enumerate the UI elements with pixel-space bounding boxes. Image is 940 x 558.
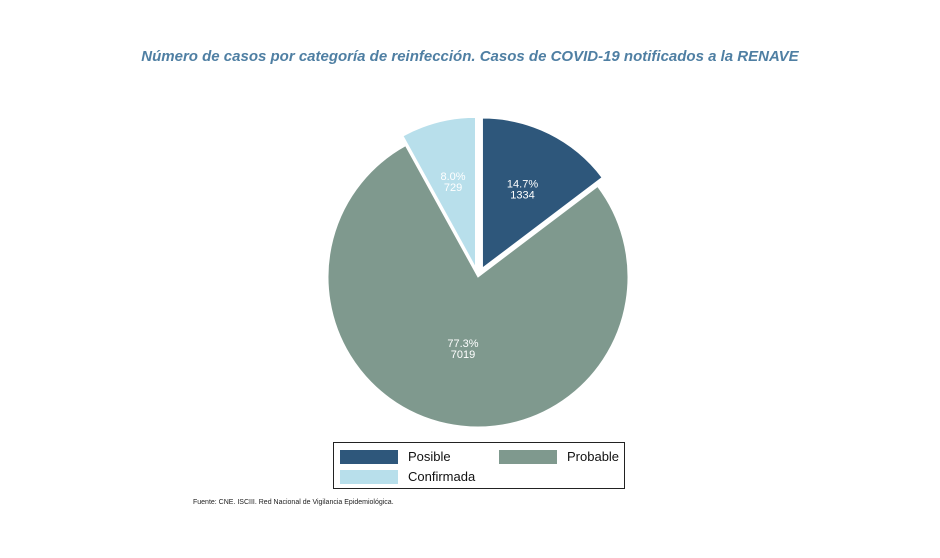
chart-legend: Posible Probable Confirmada	[333, 442, 625, 489]
slice-value-label-posible: 1334	[510, 189, 534, 201]
legend-label-confirmada: Confirmada	[408, 469, 476, 484]
legend-swatch-probable	[499, 449, 557, 464]
slice-value-label-confirmada: 729	[444, 182, 462, 194]
slice-percent-label-posible: 14.7%	[507, 178, 538, 190]
legend-item-probable: Probable	[499, 449, 619, 464]
legend-label-posible: Posible	[408, 449, 451, 464]
legend-item-posible: Posible	[340, 449, 451, 464]
legend-item-confirmada: Confirmada	[340, 469, 475, 484]
legend-swatch-posible	[340, 449, 398, 464]
source-note: Fuente: CNE. ISCIII. Red Nacional de Vig…	[193, 499, 394, 506]
legend-label-probable: Probable	[567, 449, 620, 464]
legend-swatch-confirmada	[340, 469, 398, 484]
slice-percent-label-probable: 77.3%	[447, 338, 478, 350]
pie-slice-probable	[327, 144, 629, 428]
pie-slice-posible	[481, 117, 603, 270]
slice-percent-label-confirmada: 8.0%	[441, 171, 466, 183]
slice-value-label-probable: 7019	[451, 349, 475, 361]
chart-title: Número de casos por categoría de reinfec…	[141, 48, 799, 65]
pie-slice-confirmada	[402, 116, 477, 268]
